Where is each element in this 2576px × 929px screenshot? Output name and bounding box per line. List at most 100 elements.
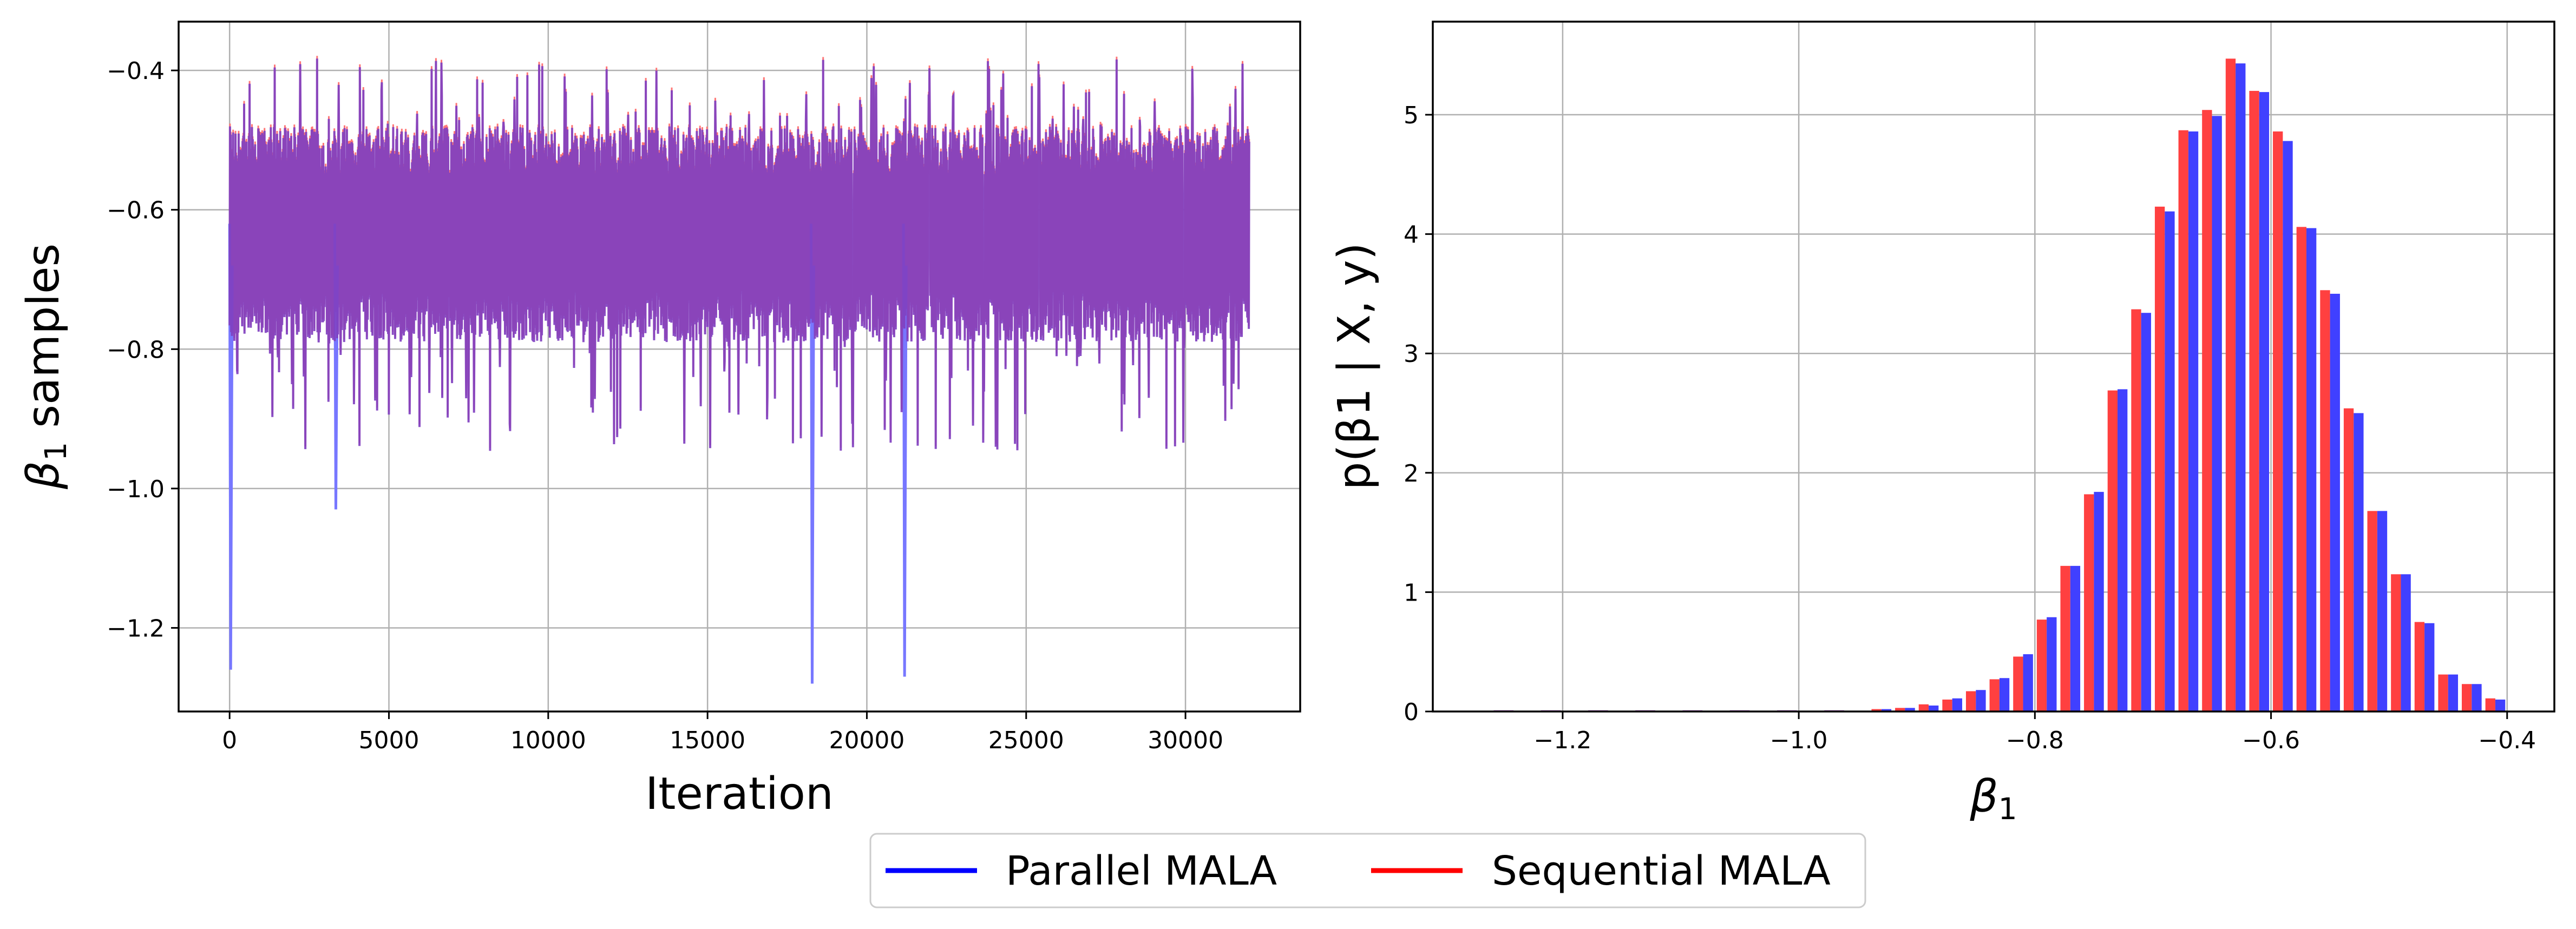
trace-y-tick-label: −1.2 bbox=[107, 615, 165, 642]
hist-bar-sequential bbox=[2060, 565, 2070, 711]
hist-bar-parallel bbox=[2495, 699, 2506, 711]
hist-bar-parallel bbox=[1929, 705, 1939, 711]
hist-bar-sequential bbox=[2107, 390, 2118, 711]
hist-x-axis-label: β1 bbox=[1969, 771, 2017, 826]
hist-bar-parallel bbox=[2165, 211, 2175, 711]
hist-bar-sequential bbox=[2343, 408, 2354, 711]
hist-bars bbox=[1493, 58, 2506, 711]
trace-x-axis-label: Iteration bbox=[645, 768, 834, 820]
hist-bar-parallel bbox=[2094, 492, 2104, 711]
hist-bar-parallel bbox=[2070, 565, 2081, 711]
legend-box bbox=[869, 833, 1866, 908]
hist-bar-parallel bbox=[2141, 313, 2151, 711]
hist-bar-sequential bbox=[2249, 90, 2259, 711]
hist-bar-parallel bbox=[1952, 698, 1962, 711]
hist-bar-sequential bbox=[1895, 708, 1905, 711]
hist-x-tick-label: −0.6 bbox=[2242, 727, 2300, 754]
legend-label-sequential: Sequential MALA bbox=[1492, 848, 1831, 894]
trace-y-axis-label: β1 samples bbox=[18, 243, 73, 490]
hist-bar-parallel bbox=[2330, 293, 2340, 711]
hist-y-tick-label: 0 bbox=[1404, 699, 1419, 726]
hist-bar-parallel bbox=[2188, 131, 2199, 711]
hist-bar-sequential bbox=[1965, 691, 1976, 711]
trace-y-tick-label: −1.0 bbox=[107, 476, 165, 503]
hist-x-tick-label: −0.8 bbox=[2006, 727, 2064, 754]
legend: Parallel MALA Sequential MALA bbox=[869, 833, 1866, 908]
trace-series bbox=[228, 56, 1250, 684]
trace-x-tick-label: 5000 bbox=[359, 727, 419, 754]
trace-y-axis-subscript: 1 bbox=[38, 442, 73, 461]
trace-line-overlap bbox=[228, 58, 1250, 451]
hist-bar-parallel bbox=[2472, 684, 2482, 711]
hist-bar-parallel bbox=[2306, 228, 2317, 711]
trace-x-tick-label: 25000 bbox=[988, 727, 1064, 754]
hist-x-tick-label: −1.0 bbox=[1770, 727, 1828, 754]
hist-bar-sequential bbox=[2320, 290, 2330, 711]
hist-bar-parallel bbox=[2354, 413, 2364, 711]
hist-bar-parallel bbox=[2259, 92, 2270, 711]
hist-y-tick-label: 4 bbox=[1404, 221, 1419, 249]
hist-bar-parallel bbox=[2212, 116, 2222, 711]
hist-bar-sequential bbox=[2462, 684, 2472, 711]
hist-bar-parallel bbox=[2236, 63, 2246, 711]
legend-label-parallel: Parallel MALA bbox=[1006, 848, 1277, 894]
hist-bar-sequential bbox=[1942, 699, 1952, 711]
hist-bar-parallel bbox=[1976, 690, 1986, 711]
trace-x-tick-label: 0 bbox=[222, 727, 237, 754]
hist-bar-sequential bbox=[1871, 709, 1882, 711]
hist-bar-parallel bbox=[1905, 708, 1915, 711]
hist-bar-sequential bbox=[2273, 131, 2283, 711]
trace-y-axis-text: samples bbox=[18, 243, 69, 442]
trace-y-tick-label: −0.6 bbox=[107, 197, 165, 225]
hist-bar-sequential bbox=[2414, 622, 2425, 711]
hist-bar-sequential bbox=[2485, 698, 2495, 711]
hist-bar-parallel bbox=[2023, 654, 2033, 711]
hist-y-tick-label: 3 bbox=[1404, 340, 1419, 368]
hist-bar-sequential bbox=[2131, 309, 2141, 711]
hist-y-axis-label: p(β1 | X, y) bbox=[1329, 242, 1380, 490]
trace-plot: 0 5000 10000 15000 20000 25000 30000 −1.2 −1.0 −0… bbox=[18, 21, 1301, 820]
hist-bar-sequential bbox=[1918, 704, 1929, 711]
trace-plot-frame bbox=[178, 21, 1301, 713]
hist-bar-sequential bbox=[2296, 227, 2306, 711]
hist-bar-sequential bbox=[2178, 130, 2188, 711]
trace-x-tick-label: 10000 bbox=[510, 727, 586, 754]
hist-x-tick-label: −0.4 bbox=[2478, 727, 2536, 754]
hist-y-tick-label: 5 bbox=[1404, 102, 1419, 129]
trace-y-axis-symbol: β bbox=[18, 461, 69, 490]
trace-y-tick-label: −0.4 bbox=[107, 57, 165, 85]
hist-bar-sequential bbox=[2202, 110, 2212, 711]
trace-x-tick-label: 30000 bbox=[1148, 727, 1223, 754]
trace-ticks: 0 5000 10000 15000 20000 25000 30000 −1.2 −1.0 −0… bbox=[107, 57, 1223, 754]
trace-excursion-parallel bbox=[809, 223, 815, 684]
hist-bar-sequential bbox=[2013, 656, 2023, 711]
hist-bar-sequential bbox=[2367, 511, 2377, 711]
hist-x-tick-label: −1.2 bbox=[1533, 727, 1591, 754]
trace-x-tick-label: 15000 bbox=[670, 727, 745, 754]
trace-y-tick-label: −0.8 bbox=[107, 336, 165, 364]
hist-bar-parallel bbox=[2283, 141, 2293, 711]
hist-bar-sequential bbox=[2225, 58, 2236, 711]
hist-y-tick-label: 2 bbox=[1404, 460, 1419, 487]
hist-x-axis-symbol: β bbox=[1969, 771, 1998, 822]
hist-bar-sequential bbox=[2438, 674, 2448, 711]
hist-bar-parallel bbox=[1999, 678, 2010, 711]
hist-bar-parallel bbox=[2118, 389, 2128, 711]
hist-bar-sequential bbox=[2084, 494, 2094, 711]
hist-bar-parallel bbox=[1881, 709, 1892, 711]
hist-y-tick-label: 1 bbox=[1404, 579, 1419, 607]
hist-bar-parallel bbox=[2377, 511, 2388, 711]
hist-ticks: −1.2 −1.0 −0.8 −0.6 −0.4 0 1 2 3 4 5 bbox=[1404, 102, 2536, 754]
hist-plot-frame bbox=[1432, 21, 2555, 713]
hist-bar-parallel bbox=[2448, 674, 2459, 711]
hist-bar-sequential bbox=[2391, 574, 2401, 711]
hist-x-axis-subscript: 1 bbox=[1998, 792, 2017, 826]
hist-bar-sequential bbox=[2154, 206, 2165, 711]
hist-bar-sequential bbox=[2036, 620, 2047, 711]
hist-bar-parallel bbox=[2424, 623, 2435, 711]
hist-bar-parallel bbox=[2401, 574, 2411, 711]
hist-bar-sequential bbox=[1989, 679, 2000, 711]
hist-bar-parallel bbox=[2047, 617, 2057, 711]
